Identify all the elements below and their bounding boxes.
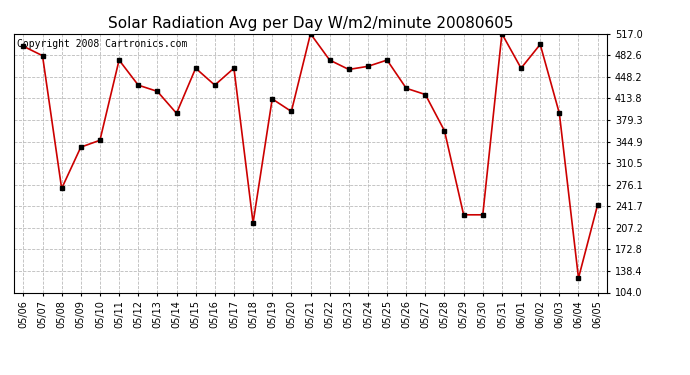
Title: Solar Radiation Avg per Day W/m2/minute 20080605: Solar Radiation Avg per Day W/m2/minute … — [108, 16, 513, 31]
Text: Copyright 2008 Cartronics.com: Copyright 2008 Cartronics.com — [17, 39, 187, 49]
